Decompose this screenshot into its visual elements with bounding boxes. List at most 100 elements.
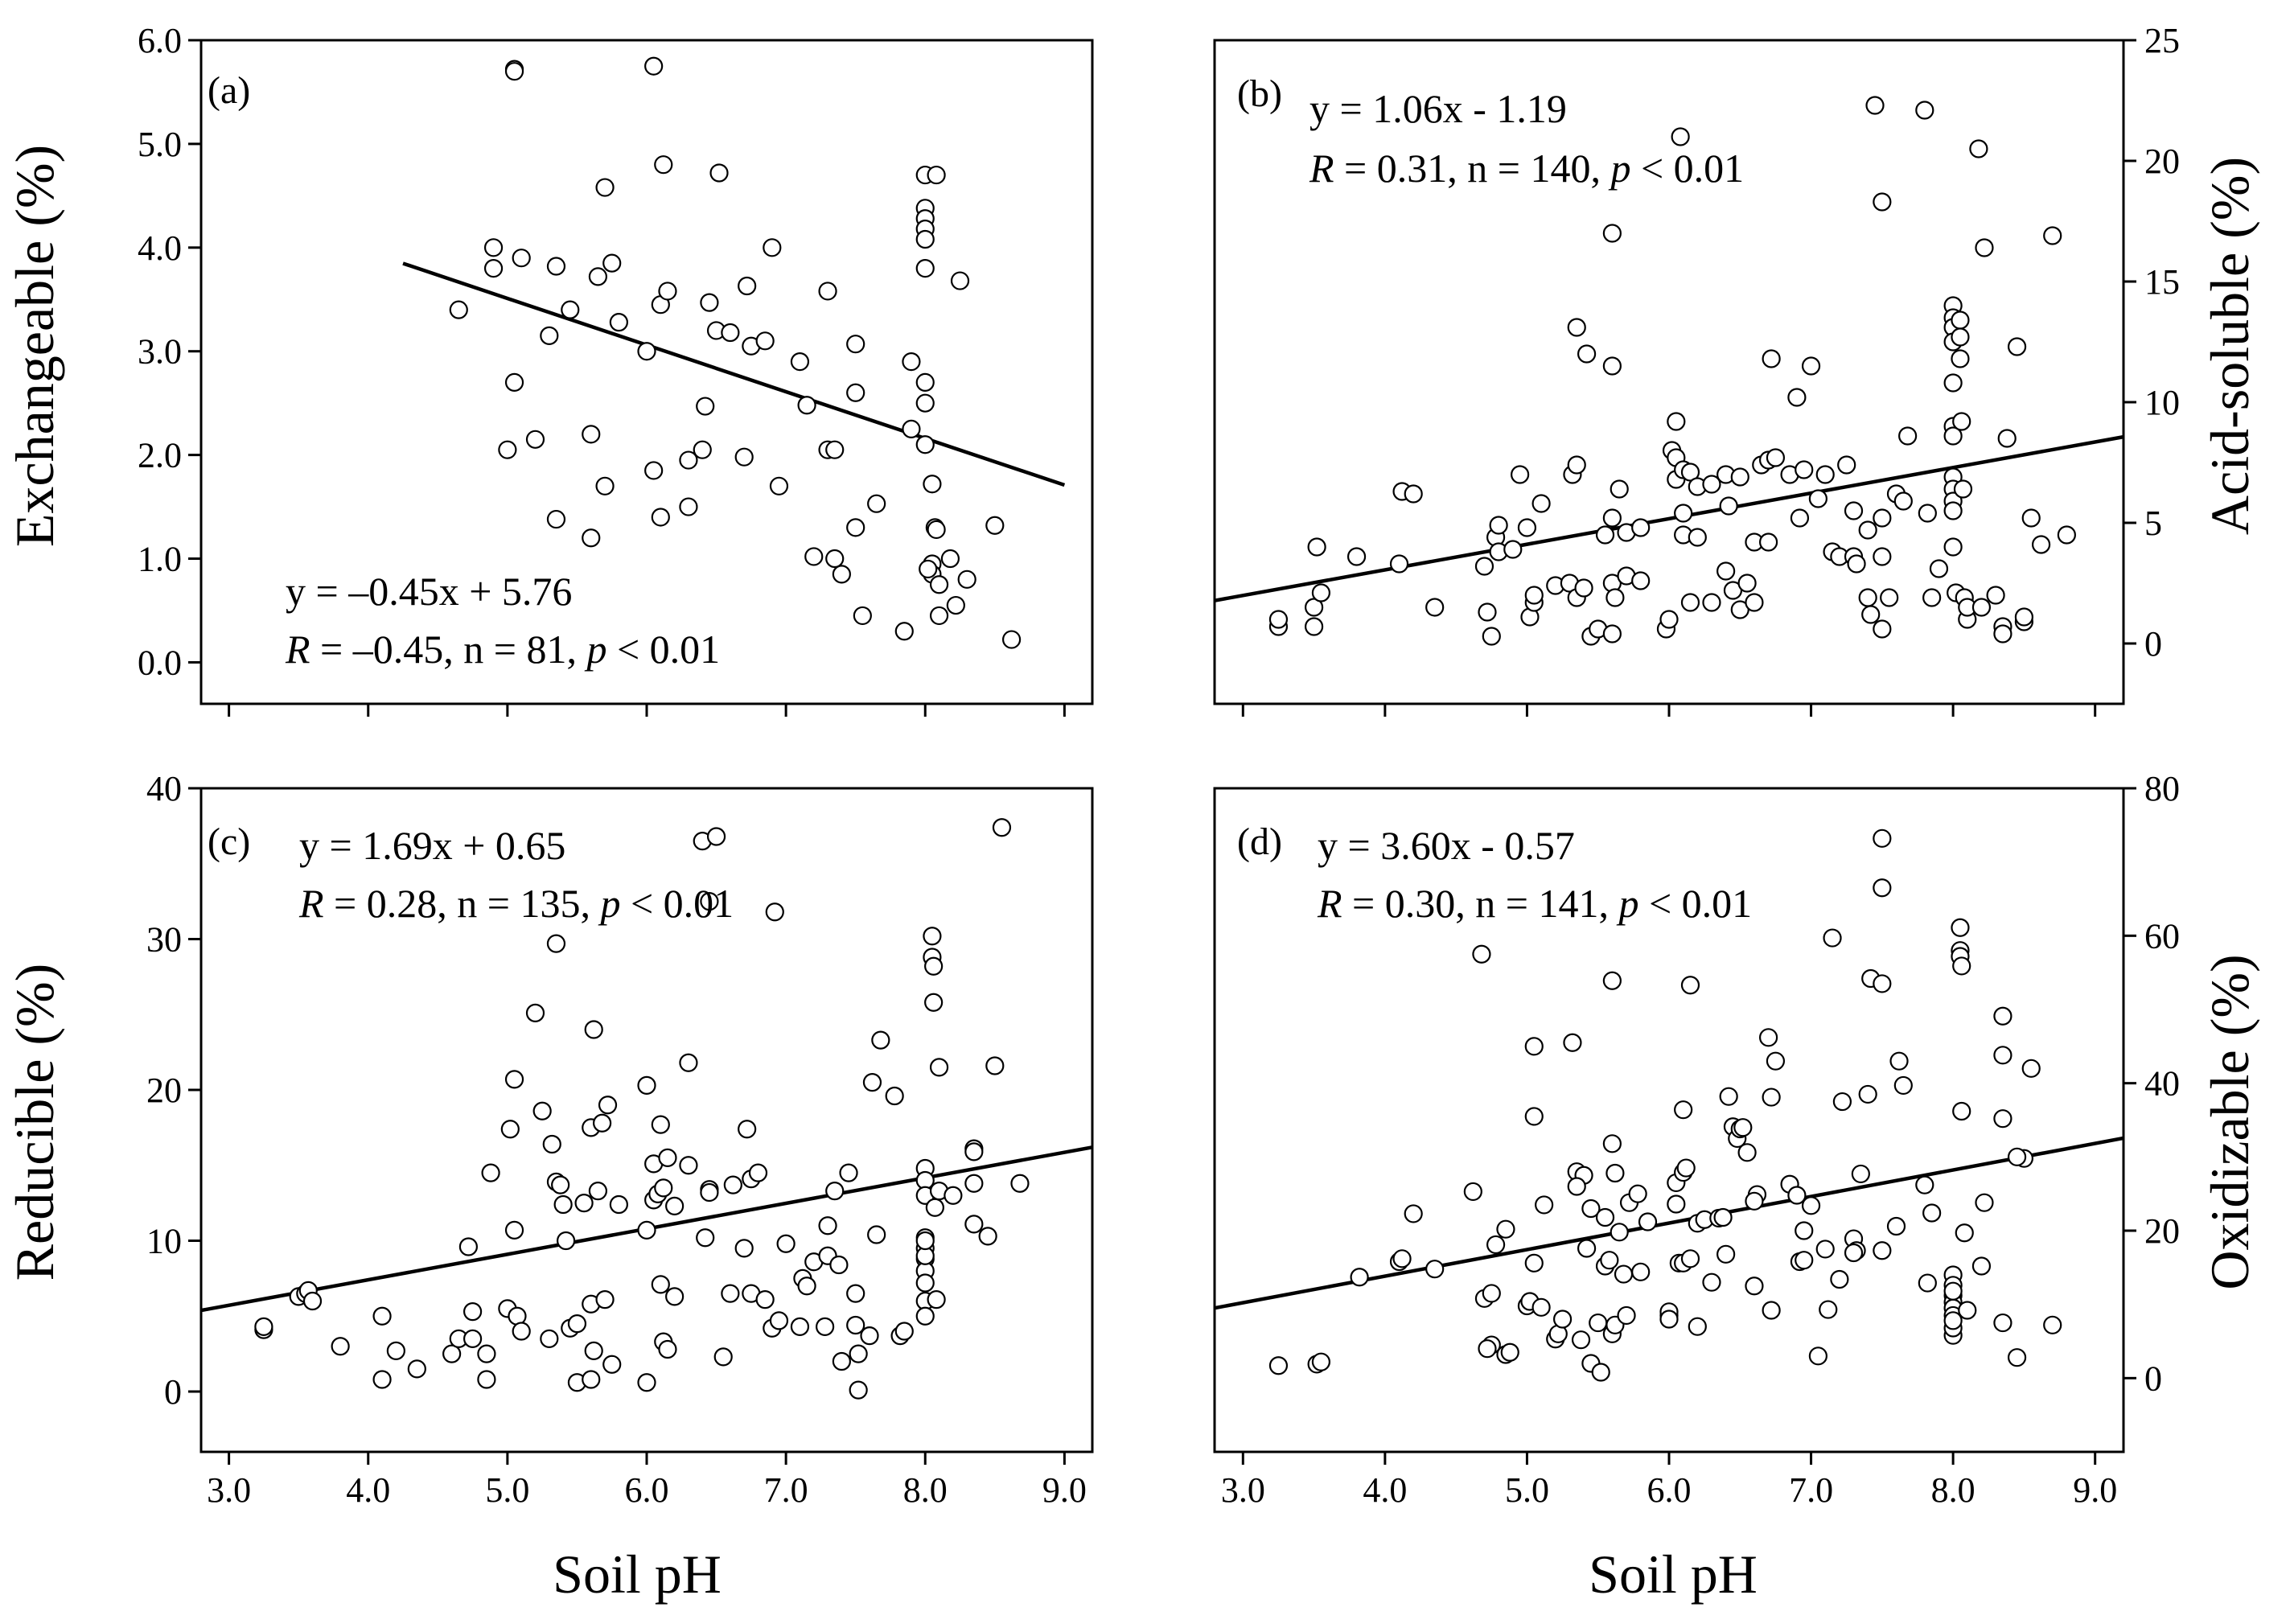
data-point-c (713, 1347, 733, 1367)
data-point-a (738, 276, 757, 296)
data-point-a (654, 155, 673, 175)
data-point-b (1602, 356, 1622, 376)
data-point-c (924, 956, 944, 976)
panel-label-b: (b) (1237, 72, 1282, 115)
data-point-b (1801, 356, 1821, 376)
data-point-c (458, 1237, 479, 1256)
data-point-a (929, 575, 949, 594)
data-point-b (1971, 598, 1992, 617)
data-point-a (902, 419, 921, 438)
data-point-d (1745, 1277, 1764, 1296)
data-point-d (1922, 1203, 1942, 1223)
data-point-b (1861, 605, 1881, 624)
y-tick-label-d: 0 (2144, 1359, 2162, 1398)
data-point-c (665, 1196, 685, 1215)
data-point-d (1952, 1101, 1971, 1121)
data-point-b (1659, 610, 1679, 629)
data-point-c (894, 1322, 914, 1341)
data-point-d (1952, 956, 1971, 976)
data-point-c (481, 1163, 500, 1182)
data-point-d (1758, 1028, 1778, 1047)
data-point-c (609, 1194, 628, 1215)
data-point-b (1873, 547, 1892, 566)
data-point-b (1688, 528, 1707, 547)
data-point-d (1605, 1163, 1625, 1183)
data-point-b (2031, 535, 2051, 554)
panel-label-d: (d) (1237, 820, 1282, 863)
data-point-a (449, 300, 468, 319)
data-point-a (846, 383, 865, 402)
data-point-a (546, 257, 566, 276)
data-point-c (665, 1287, 685, 1306)
data-point-a (818, 282, 837, 301)
data-point-d (1766, 1051, 1786, 1071)
x-axis-title-right: Soil pH (1589, 1544, 1758, 1605)
data-point-c (254, 1317, 273, 1336)
data-point-d (1808, 1346, 1827, 1366)
data-point-c (504, 1070, 524, 1089)
data-point-b (1745, 593, 1764, 612)
data-point-c (584, 1020, 603, 1039)
data-point-d (1955, 1223, 1974, 1243)
data-point-b (1680, 593, 1700, 612)
data-point-b (1478, 602, 1497, 622)
y-axis-title-b: Acid-soluble (%) (2199, 157, 2260, 535)
data-point-d (1595, 1207, 1615, 1227)
data-point-b (1671, 127, 1690, 146)
data-point-c (595, 1290, 615, 1309)
data-point-d (1500, 1342, 1519, 1362)
data-point-d (1581, 1198, 1601, 1219)
data-point-b (1787, 388, 1807, 407)
data-point-c (386, 1341, 405, 1360)
data-point-b (2014, 607, 2034, 627)
data-point-d (1482, 1284, 1501, 1303)
data-point-d (1873, 878, 1892, 898)
data-point-d (1844, 1243, 1864, 1263)
data-point-d (1737, 1143, 1757, 1162)
data-point-d (2007, 1348, 2027, 1367)
x-tick-label-d: 4.0 (1363, 1470, 1407, 1510)
data-point-a (985, 516, 1005, 535)
data-point-d (1602, 971, 1622, 990)
data-point-a (927, 165, 946, 185)
data-point-b (1605, 588, 1625, 607)
y-tick-label-b: 5 (2144, 504, 2162, 543)
data-point-b (2007, 337, 2027, 356)
data-point-c (525, 1003, 545, 1022)
data-point-b (1986, 586, 2005, 605)
data-point-a (832, 565, 851, 584)
data-point-c (867, 1225, 886, 1244)
data-point-c (734, 1239, 754, 1258)
data-point-d (1795, 1221, 1814, 1240)
regression-stats-c: R = 0.28, n = 135, p < 0.01 (298, 881, 734, 926)
data-point-c (927, 1290, 946, 1309)
data-point-d (1702, 1272, 1721, 1292)
data-point-b (2043, 226, 2062, 245)
y-tick-label-b: 10 (2144, 383, 2180, 422)
regression-line-a (402, 261, 1066, 487)
data-point-c (553, 1194, 573, 1215)
data-point-b (1503, 540, 1523, 559)
data-point-d (1614, 1264, 1634, 1284)
data-point-b (1951, 327, 1970, 347)
data-point-a (927, 520, 946, 540)
panel-d: 3.0 4.0 5.0 6.0 7.0 8.0 9.0 0 20 40 60 80 (d) y = 3.6… (1213, 769, 2180, 1510)
data-point-b (1610, 479, 1629, 499)
data-point-c (825, 1182, 845, 1201)
data-point-d (1918, 1273, 1937, 1293)
data-point-a (602, 253, 622, 273)
data-point-a (540, 326, 559, 345)
data-point-d (1713, 1207, 1733, 1227)
data-point-d (1893, 1075, 1913, 1096)
data-point-a (637, 342, 656, 361)
data-point-c (637, 1075, 656, 1095)
data-point-c (818, 1216, 837, 1235)
y-axis-title-a: Exchangeable (%) (4, 145, 65, 547)
data-point-b (1951, 310, 1970, 330)
data-point-d (1552, 1309, 1573, 1329)
panel-c: 3.0 4.0 5.0 6.0 7.0 8.0 9.0 0 10 20 30 40 (c) y = 1.6… (146, 769, 1094, 1510)
data-point-d (1943, 1311, 1963, 1330)
panel-a: 0.0 1.0 2.0 3.0 4.0 5.0 6.0 (a) y = –0.45x + 5.7… (138, 21, 1094, 717)
data-point-d (1958, 1301, 1977, 1320)
data-point-d (1993, 1109, 2012, 1129)
